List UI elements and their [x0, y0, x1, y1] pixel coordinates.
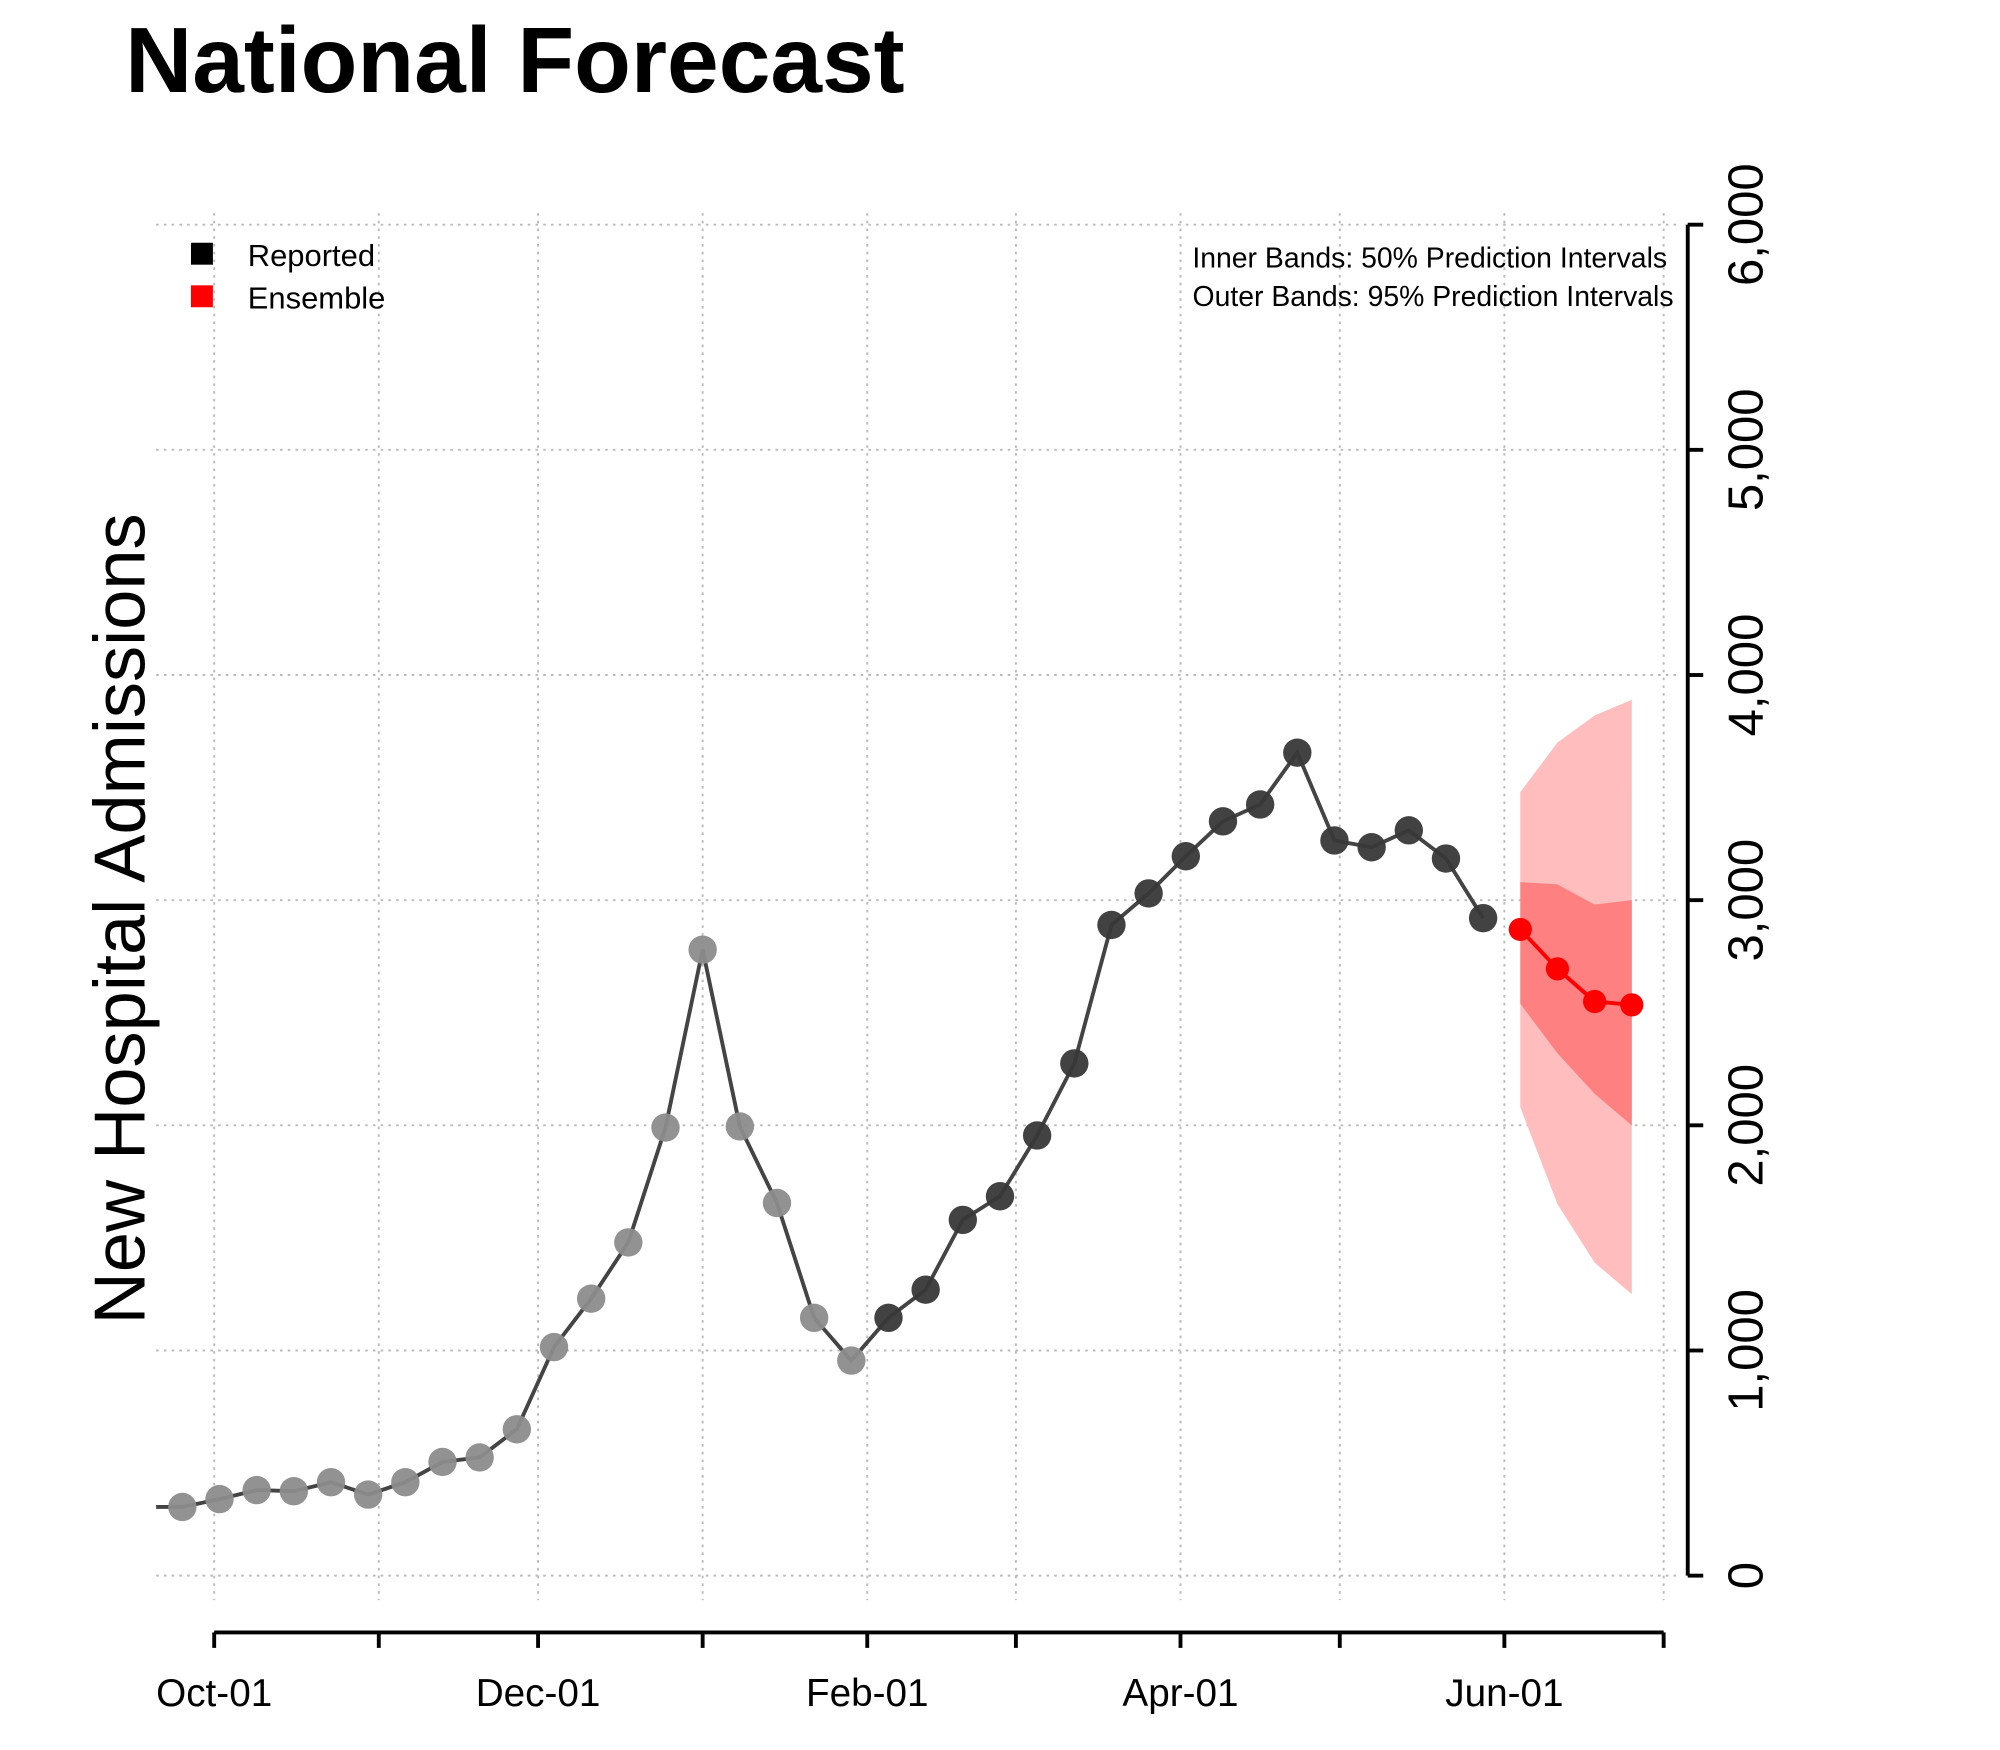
y-tick-label: 2,000 — [1720, 1064, 1774, 1187]
reported-point — [762, 1188, 792, 1218]
reported-point — [539, 1332, 569, 1362]
y-axis-label: New Hospital Admissions — [81, 513, 161, 1324]
prediction-bands — [1520, 699, 1632, 1295]
legend-label-ensemble: Ensemble — [248, 281, 386, 316]
reported-point — [1394, 816, 1423, 845]
reported-point — [651, 1113, 680, 1142]
ensemble-point — [1583, 989, 1607, 1014]
ensemble-point — [1620, 993, 1644, 1017]
reported-point — [911, 1275, 940, 1304]
prediction-band-50 — [1520, 882, 1632, 1126]
reported-point — [316, 1468, 346, 1497]
y-tick-label: 6,000 — [1720, 163, 1774, 286]
reported-point — [1245, 790, 1275, 819]
reported-point — [1134, 879, 1163, 908]
grid — [156, 213, 1678, 1601]
chart-title: National Forecast — [125, 8, 904, 112]
ensemble-line — [1518, 928, 1632, 1007]
series — [156, 738, 1644, 1522]
reported-point — [1468, 903, 1498, 933]
y-tick-label: 4,000 — [1720, 614, 1774, 737]
ensemble-point — [1508, 917, 1532, 942]
reported-point — [391, 1468, 420, 1497]
reported-point — [168, 1492, 197, 1522]
legend-label-reported: Reported — [248, 238, 375, 273]
axes: 0 1,000 2,000 3,000 4,000 5,000 6,000 Oct-01 Dec… — [156, 163, 1773, 1715]
legend-swatch-reported — [190, 242, 213, 265]
y-tick-label: 5,000 — [1720, 389, 1774, 512]
reported-point — [1357, 833, 1386, 862]
reported-point — [985, 1182, 1015, 1211]
y-tick-label: 0 — [1720, 1562, 1774, 1589]
reported-point — [353, 1480, 383, 1509]
reported-point — [1060, 1049, 1089, 1078]
reported-point — [502, 1415, 532, 1444]
reported-point — [1097, 910, 1126, 940]
y-tick-label: 3,000 — [1720, 839, 1774, 962]
reported-point — [1208, 807, 1238, 836]
reported-point — [948, 1205, 978, 1235]
legend-swatch-ensemble — [190, 285, 213, 308]
x-tick-label: Apr-01 — [1122, 1672, 1238, 1715]
reported-point — [614, 1228, 643, 1257]
reported-point — [1022, 1121, 1052, 1150]
annotation-inner-bands: Inner Bands: 50% Prediction Intervals — [1192, 242, 1667, 274]
reported-point — [799, 1303, 829, 1333]
legend: Reported Ensemble — [190, 238, 386, 316]
reported-point — [279, 1477, 309, 1506]
y-tick-label: 1,000 — [1720, 1289, 1774, 1412]
reported-point — [1320, 826, 1349, 855]
annotation-outer-bands: Outer Bands: 95% Prediction Intervals — [1193, 281, 1674, 313]
reported-point — [1431, 844, 1461, 873]
reported-point — [1283, 738, 1312, 767]
reported-point — [205, 1484, 234, 1514]
x-tick-label: Oct-01 — [156, 1672, 272, 1715]
reported-line — [156, 748, 1485, 1509]
x-tick-label: Feb-01 — [806, 1672, 929, 1715]
reported-point — [874, 1303, 903, 1333]
reported-point — [688, 935, 717, 964]
reported-point — [1171, 842, 1200, 871]
reported-point — [428, 1447, 457, 1477]
x-tick-label: Dec-01 — [476, 1672, 601, 1715]
ensemble-point — [1545, 957, 1570, 981]
reported-point — [837, 1346, 866, 1375]
reported-point — [576, 1284, 606, 1313]
reported-point — [725, 1112, 755, 1141]
reported-point — [465, 1443, 494, 1472]
reported-point — [242, 1475, 271, 1505]
x-tick-label: Jun-01 — [1445, 1672, 1563, 1715]
